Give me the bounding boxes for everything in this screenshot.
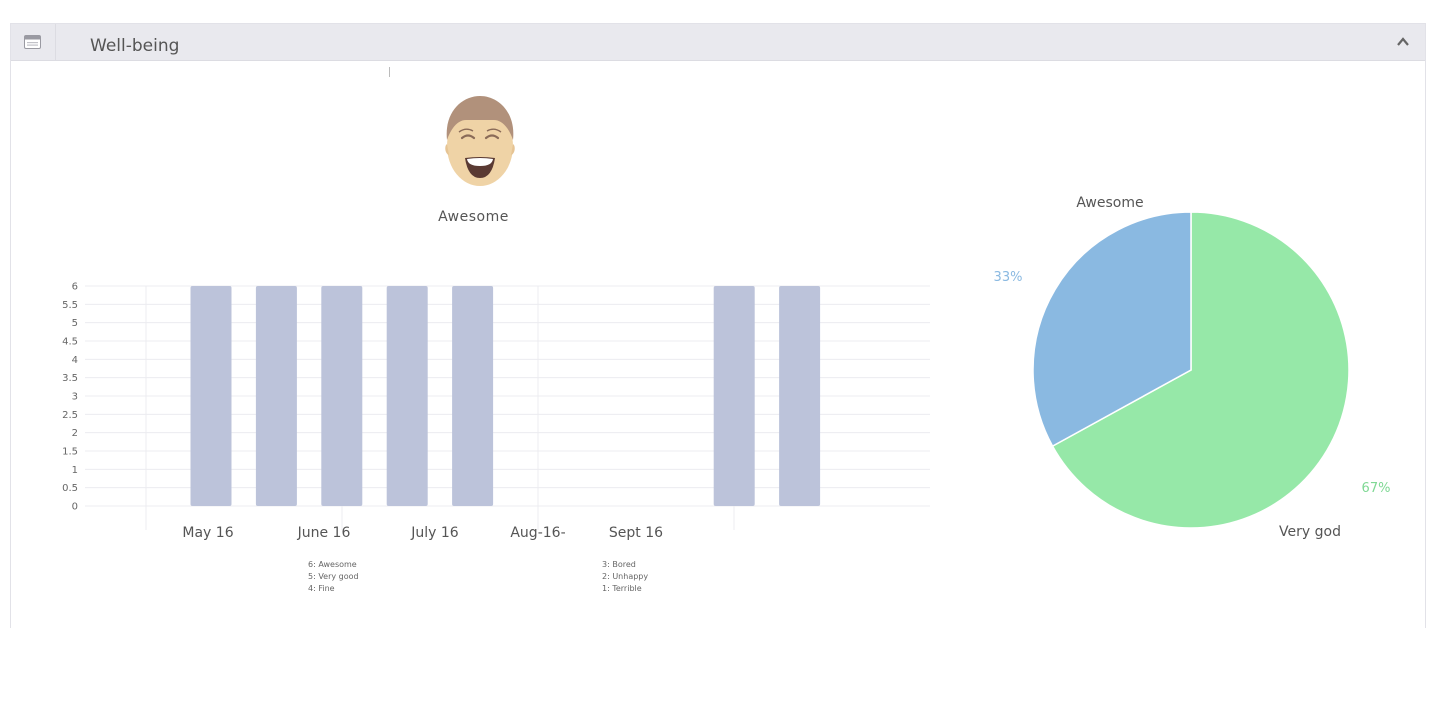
y-tick-label: 3	[72, 392, 78, 403]
current-mood-label: Awesome	[438, 209, 509, 225]
panel-header: Well-being	[11, 24, 1425, 61]
y-tick-label: 4	[72, 355, 78, 366]
chevron-up-icon[interactable]	[1395, 34, 1411, 50]
x-tick-label: May 16	[182, 525, 233, 541]
y-tick-label: 1.5	[62, 447, 78, 458]
legend-item: 6: Awesome	[308, 560, 357, 569]
chart-bar	[386, 286, 428, 506]
y-tick-label: 2	[72, 428, 78, 439]
x-tick-label: Sept 16	[609, 525, 663, 541]
mood-legend-right: 3: Bored 2: Unhappy 1: Terrible	[602, 559, 648, 595]
mood-pie-chart: Awesome 33% Very god 67%	[994, 195, 1391, 540]
legend-item: 4: Fine	[308, 584, 335, 593]
chart-bar	[452, 286, 494, 506]
y-tick-label: 6	[72, 282, 78, 293]
pie-slice	[1032, 211, 1192, 448]
y-tick-label: 3.5	[62, 373, 78, 384]
y-tick-label: 2.5	[62, 410, 78, 421]
panel-title: Well-being	[90, 36, 180, 56]
x-tick-label: June 16	[297, 525, 351, 541]
pie-slice	[1051, 211, 1350, 529]
y-tick-label: 0	[72, 502, 78, 513]
mood-bar-chart: 0 0.5 1 1.5 2 2.5 3 3.5 4 4.5 5 5.5 6 May 16 June 16 Ju…	[62, 282, 930, 541]
y-tick-label: 5	[72, 318, 78, 329]
pie-percent-label: 33%	[994, 270, 1023, 285]
y-tick-label: 5.5	[62, 300, 78, 311]
x-tick-label: July 16	[410, 525, 459, 541]
y-tick-label: 4.5	[62, 337, 78, 348]
pie-slice-label: Very god	[1279, 524, 1341, 540]
pie-slice-label: Awesome	[1076, 195, 1143, 211]
chart-bar	[190, 286, 232, 506]
legend-item: 2: Unhappy	[602, 572, 649, 581]
y-tick-label: 0.5	[62, 483, 78, 494]
chart-bar	[255, 286, 297, 506]
panel-window-icon	[24, 35, 41, 49]
chart-bar	[713, 286, 755, 506]
legend-item: 3: Bored	[602, 560, 636, 569]
panel-icon-cell	[11, 24, 56, 60]
x-tick-label: Aug-16-	[510, 525, 565, 541]
smiling-face-icon	[445, 96, 515, 186]
mood-legend-left: 6: Awesome 5: Very good 4: Fine	[308, 559, 359, 595]
legend-item: 5: Very good	[308, 572, 359, 581]
y-tick-label: 1	[72, 465, 78, 476]
chart-bar	[321, 286, 363, 506]
pie-percent-label: 67%	[1362, 481, 1391, 496]
divider-mark	[389, 67, 390, 77]
chart-bar	[779, 286, 821, 506]
legend-item: 1: Terrible	[602, 584, 642, 593]
